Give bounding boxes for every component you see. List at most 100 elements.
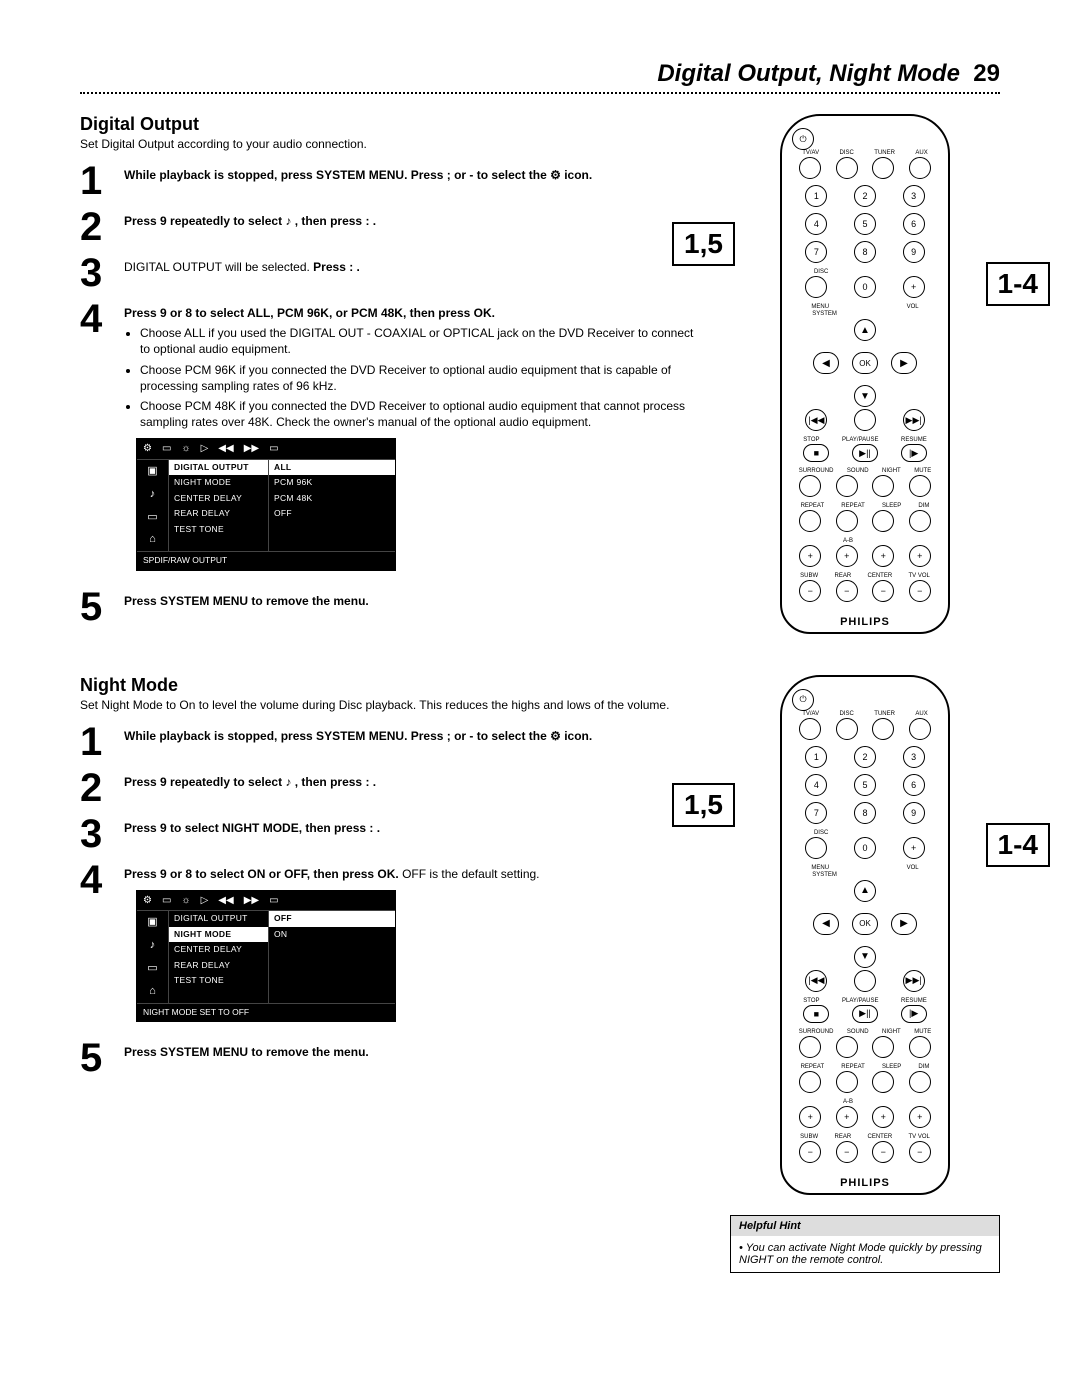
helpful-hint-box: Helpful Hint • You can activate Night Mo…	[730, 1215, 1000, 1273]
mode-button	[909, 718, 931, 740]
mode-button	[836, 157, 858, 179]
bullet: Choose PCM 48K if you connected the DVD …	[140, 398, 700, 430]
mode-button	[872, 1071, 894, 1093]
step: 1 While playback is stopped, press SYSTE…	[80, 724, 700, 760]
menu-value: PCM 48K	[269, 491, 395, 506]
left-button: ◀	[813, 913, 839, 935]
remote-label: TV/AV	[802, 150, 819, 156]
vol-down-button: −	[872, 580, 894, 602]
transport-button	[854, 970, 876, 992]
dpad: ▲ ▼ ◀ ▶ OK	[805, 884, 925, 964]
step-number: 4	[80, 301, 112, 579]
vol-up-button: +	[872, 1106, 894, 1128]
num-button: 3	[903, 185, 925, 207]
vol-down-button: −	[836, 1141, 858, 1163]
transport-button: |◀◀	[805, 409, 827, 431]
mode-button	[909, 475, 931, 497]
step: 1 While playback is stopped, press SYSTE…	[80, 163, 700, 199]
mode-button	[836, 718, 858, 740]
remote-button: +	[903, 837, 925, 859]
menu-item: NIGHT MODE	[169, 475, 268, 490]
mode-button	[836, 475, 858, 497]
step: 3 Press 9 to select NIGHT MODE, then pre…	[80, 816, 700, 852]
step-number: 2	[80, 209, 112, 245]
callout-15: 1,5	[672, 783, 735, 827]
num-button: 4	[805, 774, 827, 796]
brand-label: PHILIPS	[792, 1177, 938, 1189]
up-button: ▲	[854, 319, 876, 341]
num-button: 5	[854, 213, 876, 235]
num-button: 7	[805, 241, 827, 263]
power-button: ⏻	[792, 128, 814, 150]
playback-button: |▶	[901, 1005, 927, 1023]
menu-value: ON	[269, 927, 395, 942]
step: 2 Press 9 repeatedly to select ♪ , then …	[80, 209, 700, 245]
menu-value: ALL	[269, 460, 395, 475]
brand-label: PHILIPS	[792, 616, 938, 628]
remote-illustration: 1,5 1-4 ⏻TV/AVDISCTUNERAUX123456789DISC0…	[730, 675, 1000, 1195]
vol-up-button: +	[799, 1106, 821, 1128]
menu-screenshot: ⚙▭☼▷◀◀▶▶▭ ▣♪▭⌂ DIGITAL OUTPUTNIGHT MODEC…	[136, 438, 396, 570]
step: 5 Press SYSTEM MENU to remove the menu.	[80, 589, 700, 625]
dpad: ▲ ▼ ◀ ▶ OK	[805, 323, 925, 403]
step-number: 2	[80, 770, 112, 806]
page-header: Digital Output, Night Mode 29	[80, 60, 1000, 94]
num-button: 8	[854, 802, 876, 824]
mode-button	[799, 475, 821, 497]
step-text: Press 9 or 8 to select ON or OFF, then p…	[124, 862, 540, 1031]
header-title: Digital Output, Night Mode	[657, 60, 960, 87]
menu-value	[269, 958, 395, 973]
mode-button	[909, 510, 931, 532]
section1-title: Digital Output	[80, 114, 700, 135]
menu-item: DIGITAL OUTPUT	[169, 460, 268, 475]
vol-down-button: −	[909, 1141, 931, 1163]
menu-item: REAR DELAY	[169, 958, 268, 973]
left-button: ◀	[813, 352, 839, 374]
step-text: While playback is stopped, press SYSTEM …	[124, 163, 592, 199]
transport-button: ▶▶|	[903, 409, 925, 431]
remote-button: 0	[854, 837, 876, 859]
vol-up-button: +	[799, 545, 821, 567]
step: 2 Press 9 repeatedly to select ♪ , then …	[80, 770, 700, 806]
step-number: 4	[80, 862, 112, 1031]
num-button: 9	[903, 802, 925, 824]
menu-value	[269, 942, 395, 957]
num-button: 6	[903, 774, 925, 796]
mode-button	[836, 510, 858, 532]
transport-button: ▶▶|	[903, 970, 925, 992]
step-text: Press 9 repeatedly to select ♪ , then pr…	[124, 209, 376, 245]
menu-value: OFF	[269, 911, 395, 926]
vol-up-button: +	[836, 1106, 858, 1128]
section2-title: Night Mode	[80, 675, 700, 696]
remote-illustration: 1,5 1-4 ⏻TV/AVDISCTUNERAUX123456789DISC0…	[730, 114, 1000, 634]
transport-button: |◀◀	[805, 970, 827, 992]
power-button: ⏻	[792, 689, 814, 711]
mode-button	[872, 157, 894, 179]
transport-button	[854, 409, 876, 431]
vol-up-button: +	[909, 545, 931, 567]
bullet: Choose ALL if you used the DIGITAL OUT -…	[140, 325, 700, 357]
vol-down-button: −	[872, 1141, 894, 1163]
remote-button	[805, 837, 827, 859]
bullet: Choose PCM 96K if you connected the DVD …	[140, 362, 700, 394]
remote-label: DISC	[840, 711, 854, 717]
mode-button	[799, 1071, 821, 1093]
mode-button	[909, 157, 931, 179]
num-button: 6	[903, 213, 925, 235]
remote-button	[805, 276, 827, 298]
num-button: 7	[805, 802, 827, 824]
remote-label: TV/AV	[802, 711, 819, 717]
num-button: 3	[903, 746, 925, 768]
remote-label: AUX	[915, 711, 927, 717]
step-text: While playback is stopped, press SYSTEM …	[124, 724, 592, 760]
vol-down-button: −	[909, 580, 931, 602]
menu-item: DIGITAL OUTPUT	[169, 911, 268, 926]
num-button: 2	[854, 185, 876, 207]
section2-subtitle: Set Night Mode to On to level the volume…	[80, 698, 700, 712]
menu-item: REAR DELAY	[169, 506, 268, 521]
step: 3 DIGITAL OUTPUT will be selected. Press…	[80, 255, 700, 291]
num-button: 2	[854, 746, 876, 768]
step-text: Press SYSTEM MENU to remove the menu.	[124, 589, 369, 625]
menu-item: CENTER DELAY	[169, 491, 268, 506]
playback-button: ▶||	[852, 1005, 878, 1023]
